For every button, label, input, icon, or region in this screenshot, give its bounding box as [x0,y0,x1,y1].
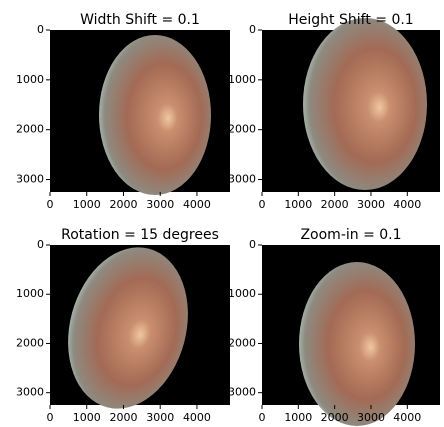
y-tick-label: 0 [37,23,44,36]
fundus-image [299,262,415,426]
x-tick-label: 1000 [73,411,101,424]
x-tick-label: 2000 [321,198,349,211]
x-tick-label: 0 [47,198,54,211]
x-tick-label: 1000 [284,411,312,424]
subplot-title: Width Shift = 0.1 [80,12,200,28]
y-tick-label: 2000 [228,123,256,136]
subplot-title: Zoom-in = 0.1 [300,227,401,243]
y-tick-label: 1000 [228,287,256,300]
x-tick-label: 2000 [109,198,137,211]
x-tick-label: 4000 [393,198,421,211]
x-tick-label: 0 [259,198,266,211]
x-tick-label: 2000 [321,411,349,424]
x-tick-label: 3000 [357,198,385,211]
subplot-title: Rotation = 15 degrees [61,227,219,243]
x-tick-label: 4000 [183,411,211,424]
y-tick-label: 2000 [16,336,44,349]
x-tick-label: 4000 [393,411,421,424]
y-tick-label: 0 [249,238,256,251]
subplot-title: Height Shift = 0.1 [288,12,413,28]
x-tick-label: 3000 [146,198,174,211]
x-tick-label: 1000 [284,198,312,211]
y-tick-label: 2000 [16,123,44,136]
fundus-image [303,18,427,190]
y-tick-label: 1000 [16,73,44,86]
y-tick-label: 3000 [228,173,256,186]
y-tick-label: 3000 [16,173,44,186]
figure: Width Shift = 0.1 0 1000 2000 3000 4000 0 1000 2… [0,0,444,427]
y-tick-label: 2000 [228,336,256,349]
x-tick-label: 3000 [146,411,174,424]
x-tick-label: 0 [47,411,54,424]
x-tick-label: 4000 [183,198,211,211]
y-tick-label: 0 [249,23,256,36]
fundus-image [99,35,211,195]
x-tick-label: 0 [259,411,266,424]
y-tick-label: 1000 [228,73,256,86]
x-tick-label: 1000 [73,198,101,211]
y-tick-label: 3000 [16,386,44,399]
y-tick-label: 0 [37,238,44,251]
y-tick-label: 1000 [16,287,44,300]
y-tick-label: 3000 [228,386,256,399]
x-tick-label: 3000 [357,411,385,424]
x-tick-label: 2000 [109,411,137,424]
